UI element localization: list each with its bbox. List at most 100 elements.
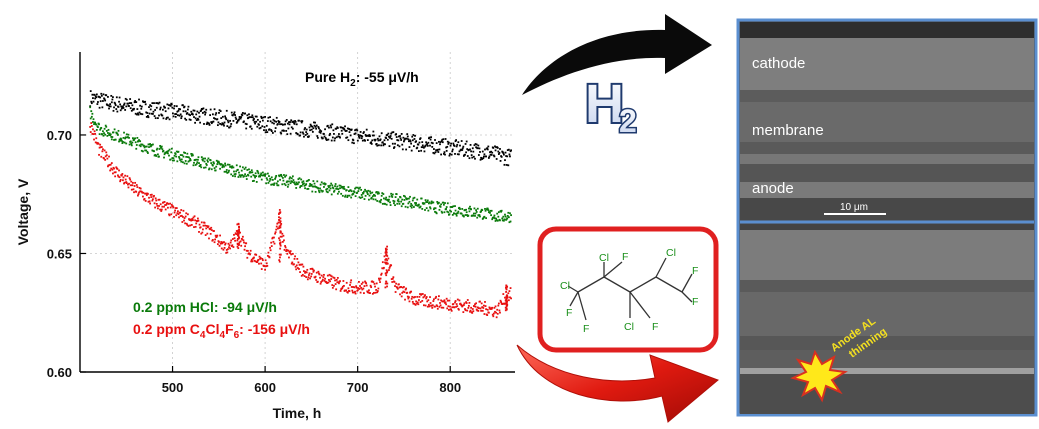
data-point: [447, 305, 450, 308]
data-point: [438, 148, 441, 151]
data-point: [410, 206, 413, 209]
data-point: [381, 261, 384, 264]
data-point: [245, 249, 248, 252]
data-point: [437, 140, 440, 143]
data-point: [385, 254, 387, 257]
data-point: [279, 244, 282, 247]
data-point: [278, 239, 281, 242]
data-point: [442, 152, 445, 155]
data-point: [110, 162, 113, 164]
data-point: [132, 108, 135, 111]
data-point: [401, 148, 404, 151]
data-point: [265, 265, 268, 268]
data-point: [204, 111, 207, 114]
data-point: [495, 311, 497, 314]
data-point: [316, 136, 319, 139]
data-point: [143, 145, 145, 147]
data-point: [414, 202, 416, 204]
atom-f-1: F: [566, 307, 572, 319]
data-point: [124, 174, 127, 177]
data-point: [319, 282, 322, 285]
data-point: [133, 107, 135, 110]
data-point: [253, 121, 256, 123]
data-point: [388, 145, 391, 148]
data-point: [500, 155, 503, 158]
data-point: [427, 141, 430, 144]
data-point: [460, 304, 463, 307]
data-point: [194, 159, 197, 161]
data-point: [322, 182, 325, 185]
data-point: [349, 128, 351, 131]
data-point: [223, 247, 226, 249]
data-point: [390, 192, 393, 195]
data-point: [291, 261, 294, 264]
data-point: [311, 125, 314, 128]
data-point: [416, 146, 419, 149]
data-point: [142, 191, 145, 194]
data-point: [201, 158, 204, 161]
data-point: [356, 139, 359, 142]
data-point: [133, 139, 135, 141]
data-point: [181, 216, 184, 218]
data-point: [147, 143, 150, 146]
data-point: [168, 214, 171, 217]
data-point: [439, 302, 441, 304]
data-point: [432, 298, 435, 301]
data-point: [248, 168, 250, 171]
data-point: [473, 305, 476, 308]
data-point: [321, 280, 324, 282]
data-point: [237, 247, 240, 250]
data-point: [490, 150, 492, 153]
data-point: [164, 204, 167, 206]
data-point: [276, 222, 279, 225]
data-point: [101, 106, 104, 109]
data-point: [408, 300, 411, 303]
data-point: [148, 200, 151, 203]
data-point: [228, 163, 231, 166]
data-point: [468, 210, 471, 213]
data-point: [173, 107, 175, 110]
data-point: [473, 207, 476, 210]
data-point: [423, 150, 426, 153]
data-point: [188, 219, 191, 221]
data-point: [422, 296, 425, 299]
data-point: [361, 196, 364, 199]
data-point: [265, 262, 268, 265]
data-point: [225, 251, 228, 254]
data-point: [208, 237, 210, 240]
data-point: [111, 98, 114, 101]
data-point: [250, 258, 253, 261]
data-point: [209, 114, 212, 117]
data-point: [195, 119, 198, 121]
data-point: [223, 124, 225, 127]
data-point: [206, 160, 209, 163]
data-point: [127, 183, 129, 186]
data-point: [124, 137, 127, 140]
data-point: [415, 300, 418, 303]
data-point: [410, 290, 413, 293]
data-point: [439, 304, 442, 307]
data-point: [99, 146, 102, 149]
data-point: [296, 133, 299, 136]
data-point: [285, 250, 288, 253]
data-point: [278, 216, 280, 219]
data-point: [505, 288, 508, 291]
data-point: [243, 120, 245, 123]
data-point: [157, 198, 160, 201]
data-point: [267, 251, 270, 254]
data-point: [149, 104, 152, 107]
data-point: [430, 141, 433, 144]
data-point: [398, 202, 401, 205]
data-point: [89, 106, 92, 109]
data-point: [203, 110, 206, 113]
data-point: [284, 245, 286, 247]
data-point: [148, 196, 150, 199]
data-point: [475, 143, 478, 146]
data-point: [434, 305, 436, 308]
data-point: [509, 212, 511, 215]
data-point: [504, 296, 506, 299]
data-point: [186, 224, 189, 226]
data-point: [335, 288, 338, 291]
data-point: [374, 198, 377, 201]
data-point: [102, 100, 104, 102]
